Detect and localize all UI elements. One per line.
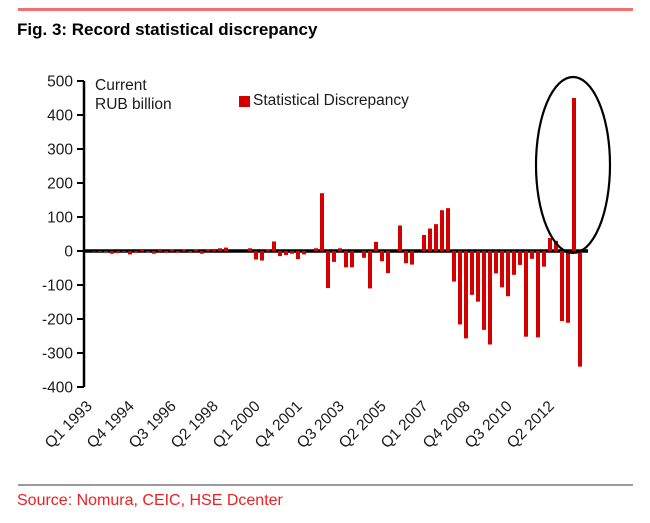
discrepancy-bar	[224, 247, 228, 251]
discrepancy-bar	[422, 235, 426, 251]
discrepancy-bar	[218, 248, 222, 251]
discrepancy-bar	[278, 251, 282, 257]
discrepancy-bar	[398, 225, 402, 251]
record-highlight-ellipse	[534, 75, 612, 255]
axis-unit-note: Current RUB billion	[95, 76, 172, 114]
discrepancy-bar	[446, 208, 450, 251]
axis-unit-note-line2: RUB billion	[95, 96, 172, 113]
discrepancy-bar	[506, 251, 510, 297]
y-axis-tick-label: 0	[64, 244, 73, 261]
discrepancy-bar	[122, 251, 126, 253]
bottom-rule	[18, 484, 633, 486]
y-axis-tick-label: -200	[42, 312, 73, 329]
discrepancy-bar	[128, 251, 132, 255]
discrepancy-bar	[566, 251, 570, 323]
discrepancy-bar	[134, 251, 138, 253]
discrepancy-bar	[290, 251, 294, 254]
discrepancy-bar	[266, 249, 270, 251]
discrepancy-bar	[380, 251, 384, 262]
discrepancy-bar	[530, 251, 534, 259]
y-axis-tick-label: -400	[42, 380, 73, 397]
discrepancy-bar	[548, 238, 552, 251]
discrepancy-bar	[164, 251, 168, 253]
discrepancy-bar	[578, 251, 582, 367]
legend-label: Statistical Discrepancy	[253, 92, 409, 109]
discrepancy-bar	[470, 251, 474, 295]
y-axis-tick-label: 500	[47, 74, 73, 91]
discrepancy-bar	[338, 248, 342, 251]
discrepancy-bar	[194, 249, 198, 251]
discrepancy-bar	[482, 251, 486, 330]
discrepancy-bar	[302, 251, 306, 255]
discrepancy-bar	[494, 251, 498, 274]
discrepancy-bar	[98, 251, 102, 253]
discrepancy-bar	[140, 249, 144, 251]
discrepancy-bar	[170, 249, 174, 251]
discrepancy-bar	[188, 251, 192, 253]
discrepancy-bar	[560, 251, 564, 322]
chart-legend: Statistical Discrepancy	[239, 92, 409, 110]
discrepancy-bar	[440, 210, 444, 251]
discrepancy-bar	[512, 251, 516, 275]
discrepancy-bar	[374, 241, 378, 251]
discrepancy-bar	[542, 251, 546, 267]
y-axis-tick-label: 100	[47, 210, 73, 227]
discrepancy-bar	[452, 251, 456, 282]
discrepancy-bar	[476, 251, 480, 302]
discrepancy-bar	[200, 251, 204, 254]
discrepancy-bar	[284, 251, 288, 256]
discrepancy-bar	[110, 251, 114, 254]
discrepancy-bar	[428, 228, 432, 251]
discrepancy-bar	[182, 249, 186, 251]
discrepancy-bar	[176, 251, 180, 253]
discrepancy-bar	[386, 251, 390, 274]
top-rule	[18, 8, 633, 11]
discrepancy-bar	[524, 251, 528, 337]
discrepancy-bar	[500, 251, 504, 288]
figure-title: Fig. 3: Record statistical discrepancy	[17, 20, 318, 39]
axis-unit-note-line1: Current	[95, 77, 147, 94]
discrepancy-bar	[146, 251, 150, 253]
discrepancy-bar	[158, 248, 162, 251]
discrepancy-bar	[314, 248, 318, 251]
discrepancy-bar	[368, 251, 372, 289]
discrepancy-bar	[326, 251, 330, 289]
legend-swatch-icon	[239, 95, 250, 107]
discrepancy-bar	[536, 251, 540, 338]
discrepancy-bar	[344, 251, 348, 268]
discrepancy-bar	[572, 98, 576, 251]
discrepancy-bar	[212, 248, 216, 251]
y-axis-tick-label: 300	[47, 142, 73, 159]
discrepancy-bar	[410, 251, 414, 265]
discrepancy-bar	[296, 251, 300, 260]
discrepancy-bar	[362, 251, 366, 258]
y-axis-tick-label: 200	[47, 176, 73, 193]
discrepancy-bar	[320, 193, 324, 251]
discrepancy-bar	[116, 251, 120, 254]
discrepancy-bar	[404, 251, 408, 264]
discrepancy-bar	[464, 251, 468, 339]
discrepancy-bar	[332, 251, 336, 262]
discrepancy-bar	[206, 249, 210, 251]
discrepancy-bar	[248, 248, 252, 251]
discrepancy-bar	[272, 241, 276, 251]
discrepancy-bar	[458, 251, 462, 325]
discrepancy-bar	[434, 224, 438, 251]
discrepancy-bar	[554, 240, 558, 251]
discrepancy-bar	[488, 251, 492, 345]
source-line: Source: Nomura, CEIC, HSE Dcenter	[17, 492, 283, 509]
discrepancy-bar	[92, 251, 96, 252]
y-axis-tick-label: 400	[47, 108, 73, 125]
discrepancy-bar	[518, 251, 522, 265]
discrepancy-bar	[104, 251, 108, 253]
discrepancy-bar	[152, 251, 156, 254]
y-axis-tick-label: -100	[42, 278, 73, 295]
discrepancy-bar	[350, 251, 354, 268]
y-axis-tick-label: -300	[42, 346, 73, 363]
discrepancy-bar	[260, 251, 264, 261]
discrepancy-bar	[254, 251, 258, 260]
